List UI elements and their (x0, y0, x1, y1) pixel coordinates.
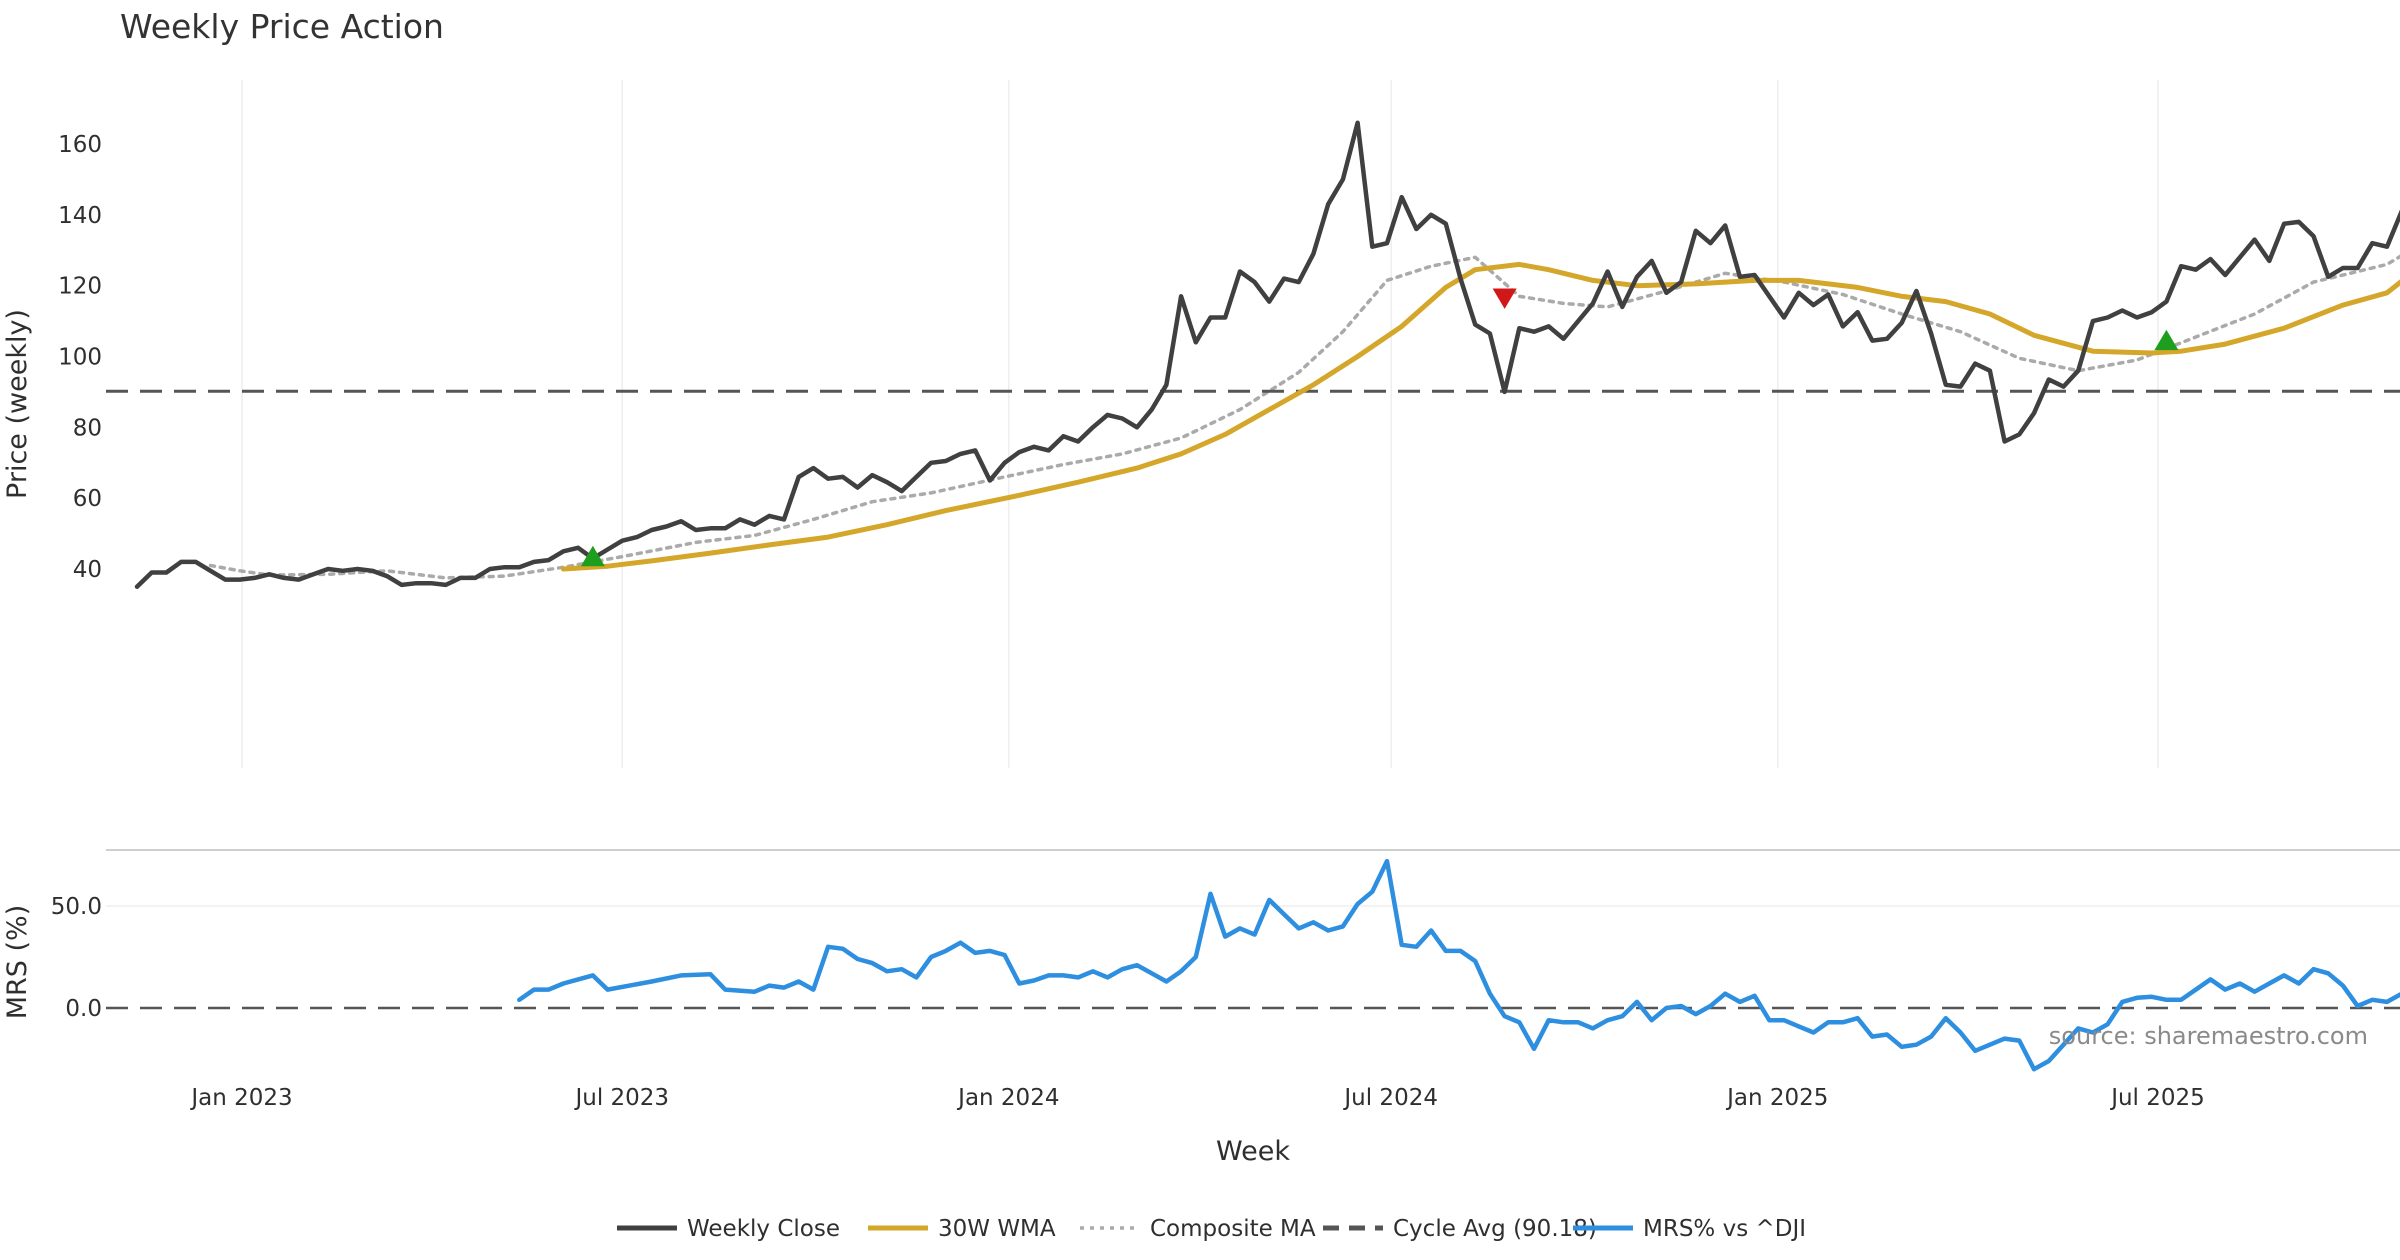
chart-title: Weekly Price Action (120, 7, 444, 46)
price-y-tick-label: 80 (73, 415, 102, 441)
x-tick-label: Jan 2025 (1725, 1085, 1828, 1111)
mrs-series (106, 858, 2400, 1072)
price-y-tick-label: 140 (58, 203, 102, 229)
x-tick-label: Jan 2023 (189, 1085, 292, 1111)
x-tick-label: Jul 2025 (2109, 1085, 2205, 1111)
x-tick-label: Jul 2024 (1342, 1085, 1438, 1111)
mrs-y-axis: 0.0 50.0 (51, 894, 102, 1022)
legend-label: Cycle Avg (90.18) (1393, 1216, 1597, 1242)
mrs-y-tick-label: 50.0 (51, 894, 102, 920)
price-series (106, 120, 2400, 589)
legend-label: Weekly Close (687, 1216, 840, 1242)
legend-label: Composite MA (1150, 1216, 1316, 1242)
mrs-axis-title: MRS (%) (2, 905, 33, 1020)
price-y-tick-label: 40 (73, 557, 102, 583)
x-axis: Jan 2023 Jul 2023 Jan 2024 Jul 2024 Jan 2025… (189, 1085, 2204, 1111)
mrs-y-tick-label: 0.0 (65, 996, 102, 1022)
series-30w-wma (560, 261, 2400, 572)
price-panel-grid (241, 80, 2159, 768)
series-composite-ma (208, 254, 2400, 580)
price-y-axis: 40 60 80 100 120 140 160 (58, 132, 102, 583)
chart-legend: Weekly Close 30W WMA Composite MA Cycle Avg… (617, 1216, 1806, 1242)
x-tick-label: Jul 2023 (573, 1085, 669, 1111)
sell-signal-marker (1492, 288, 1517, 309)
price-y-tick-label: 60 (73, 486, 102, 512)
legend-label: MRS% vs ^DJI (1643, 1216, 1806, 1242)
buy-signal-marker (580, 545, 605, 567)
price-axis-title: Price (weekly) (2, 309, 33, 499)
source-note: source: sharemaestro.com (2049, 1022, 2368, 1050)
series-weekly-close (134, 120, 2400, 589)
price-y-tick-label: 120 (58, 274, 102, 300)
buy-signal-marker (2154, 329, 2179, 351)
x-tick-label: Jan 2024 (956, 1085, 1059, 1111)
x-axis-title: Week (1216, 1136, 1290, 1167)
signal-markers (580, 288, 2179, 567)
legend-label: 30W WMA (938, 1216, 1056, 1242)
price-y-tick-label: 100 (58, 345, 102, 371)
series-mrs-vs-dji (517, 858, 2400, 1072)
price-y-tick-label: 160 (58, 132, 102, 158)
